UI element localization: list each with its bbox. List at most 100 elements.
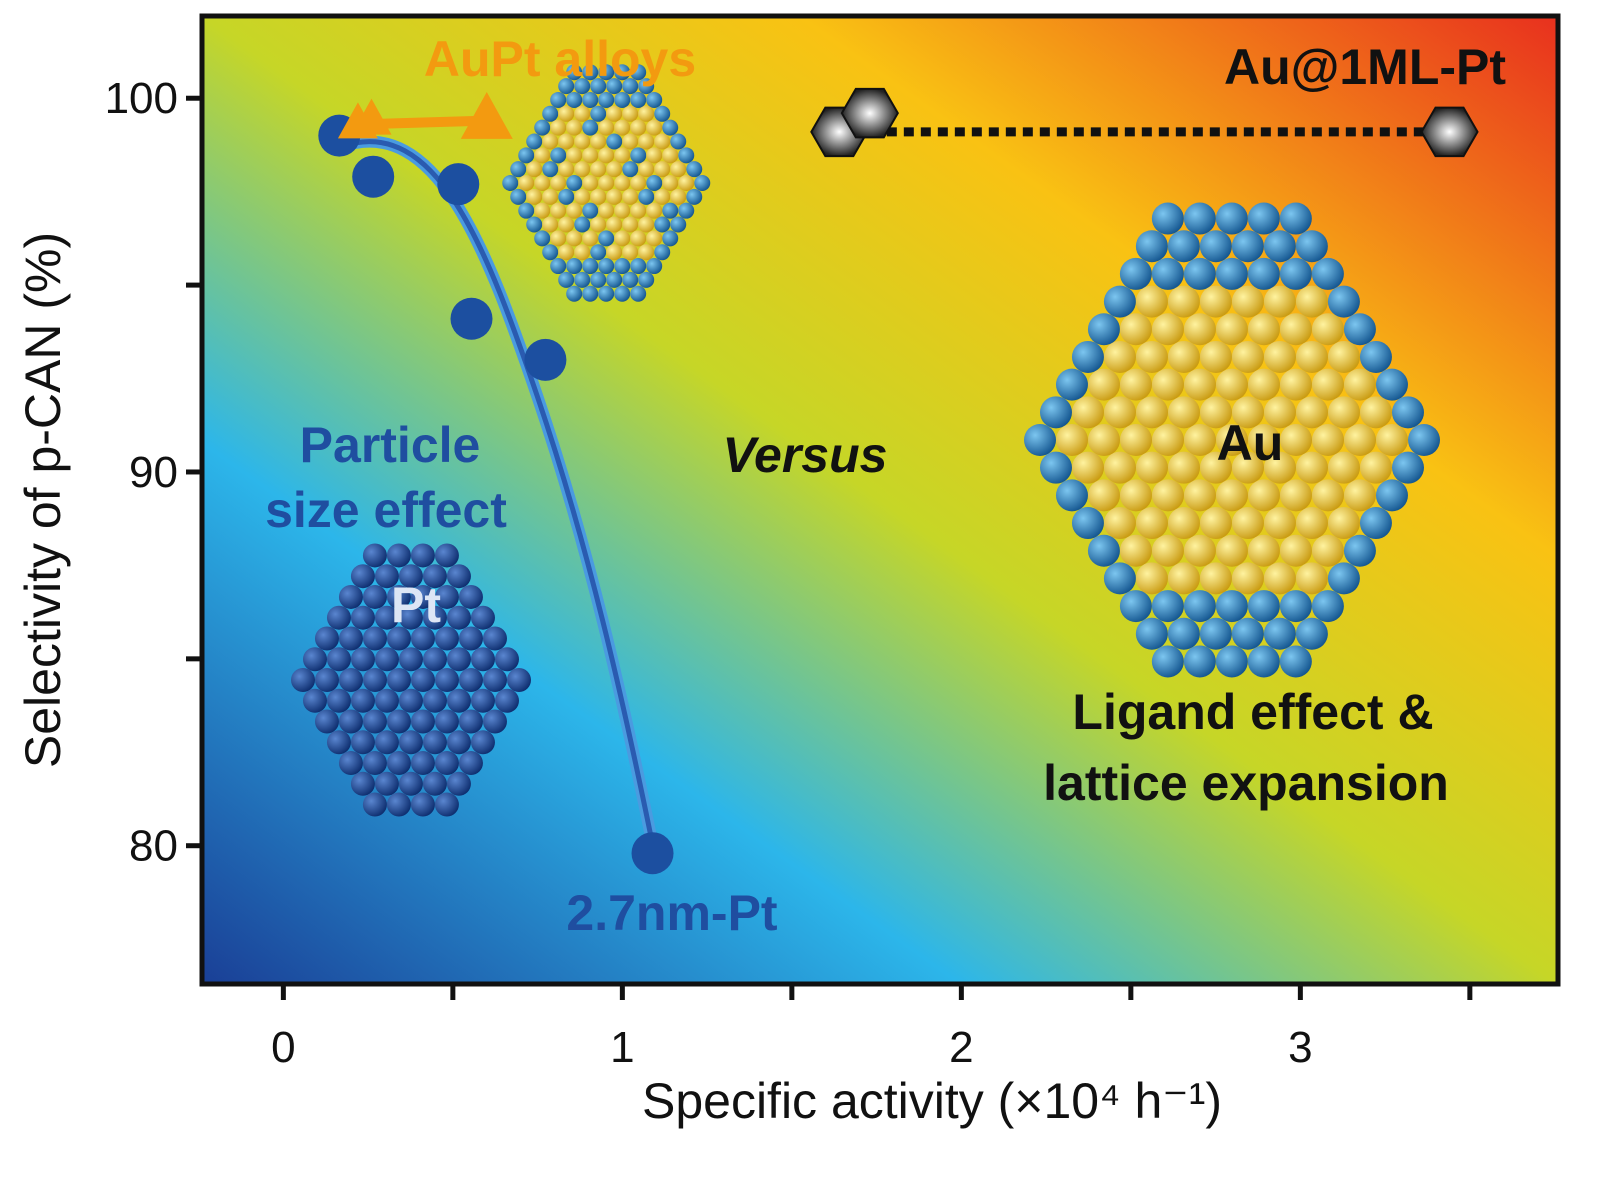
atom xyxy=(1151,645,1184,678)
atom xyxy=(582,147,599,164)
atom xyxy=(574,105,591,122)
atom xyxy=(1263,396,1296,429)
pt-data-point xyxy=(524,338,567,381)
atom xyxy=(1183,202,1216,235)
atom xyxy=(1151,257,1184,290)
atom xyxy=(1327,340,1360,373)
atom xyxy=(1151,202,1184,235)
atom xyxy=(598,91,615,108)
atom xyxy=(630,202,647,219)
atom xyxy=(662,175,679,191)
atom xyxy=(606,271,623,288)
atom xyxy=(446,605,471,630)
atom xyxy=(1311,534,1344,567)
atom xyxy=(518,202,535,219)
atom xyxy=(1295,562,1328,595)
atom xyxy=(1216,424,1248,456)
atom xyxy=(614,175,631,191)
atom xyxy=(510,161,527,178)
atom xyxy=(1167,562,1200,595)
atom xyxy=(1295,396,1328,429)
atom xyxy=(582,175,599,191)
atom xyxy=(1279,202,1312,235)
atom xyxy=(1120,424,1152,456)
atom xyxy=(1119,368,1152,401)
aupt-alloy-particle xyxy=(502,64,711,302)
atom xyxy=(1135,507,1168,540)
atom xyxy=(534,147,551,164)
atom xyxy=(646,258,663,275)
atom xyxy=(542,105,559,122)
atom xyxy=(582,258,599,275)
x-axis-label: Specific activity (×10⁴ h⁻¹) xyxy=(642,1073,1222,1129)
atom xyxy=(1295,451,1328,484)
atom xyxy=(1039,451,1072,484)
annotation-ligand: Ligand effect & xyxy=(1072,684,1433,740)
atom xyxy=(1119,590,1152,623)
atom xyxy=(458,584,483,609)
atom xyxy=(1103,562,1136,595)
atom xyxy=(598,230,615,247)
atom xyxy=(646,175,663,191)
atom xyxy=(1184,424,1216,456)
atom xyxy=(374,730,399,755)
atom xyxy=(622,188,639,205)
atom xyxy=(614,285,631,302)
atom xyxy=(638,105,655,122)
atom xyxy=(1167,507,1200,540)
atom xyxy=(638,271,655,288)
atom xyxy=(482,626,507,651)
atom xyxy=(646,230,663,247)
annotation-2-7nm-pt: 2.7nm-Pt xyxy=(566,885,778,941)
atom xyxy=(302,688,327,713)
atom xyxy=(1024,424,1056,456)
atom xyxy=(622,216,639,233)
atom xyxy=(558,188,575,205)
atom xyxy=(1327,451,1360,484)
atom xyxy=(1311,590,1344,623)
atom xyxy=(598,147,615,164)
atom xyxy=(1327,507,1360,540)
atom xyxy=(630,147,647,164)
atom xyxy=(598,64,615,81)
atom xyxy=(1327,562,1360,595)
atom xyxy=(362,543,387,568)
atom xyxy=(446,564,471,589)
atom xyxy=(374,647,399,672)
atom xyxy=(574,133,591,150)
atom xyxy=(483,668,507,692)
atom xyxy=(1199,451,1232,484)
atom xyxy=(614,202,631,219)
atom xyxy=(1280,424,1312,456)
atom xyxy=(654,244,671,261)
atom xyxy=(338,709,363,734)
atom xyxy=(1344,424,1376,456)
atom xyxy=(1215,313,1248,346)
atom xyxy=(678,202,695,219)
atom xyxy=(507,668,531,692)
atom xyxy=(1327,285,1360,318)
atom xyxy=(386,709,411,734)
atom xyxy=(518,175,535,191)
atom xyxy=(1247,534,1280,567)
atom xyxy=(410,626,435,651)
atom xyxy=(435,668,459,692)
atom xyxy=(670,161,687,178)
atom xyxy=(1248,424,1280,456)
atom xyxy=(1199,507,1232,540)
atom xyxy=(362,584,387,609)
atom xyxy=(1199,230,1232,263)
atom xyxy=(630,64,647,81)
atom xyxy=(1103,340,1136,373)
atom xyxy=(622,78,639,95)
atom xyxy=(678,147,695,164)
atom xyxy=(526,133,543,150)
atom xyxy=(566,202,583,219)
atom xyxy=(574,244,591,261)
atom xyxy=(1151,590,1184,623)
y-tick-label: 80 xyxy=(129,822,178,871)
atom xyxy=(1327,396,1360,429)
y-axis-label: Selectivity of p-CAN (%) xyxy=(15,232,71,768)
atom xyxy=(1279,534,1312,567)
